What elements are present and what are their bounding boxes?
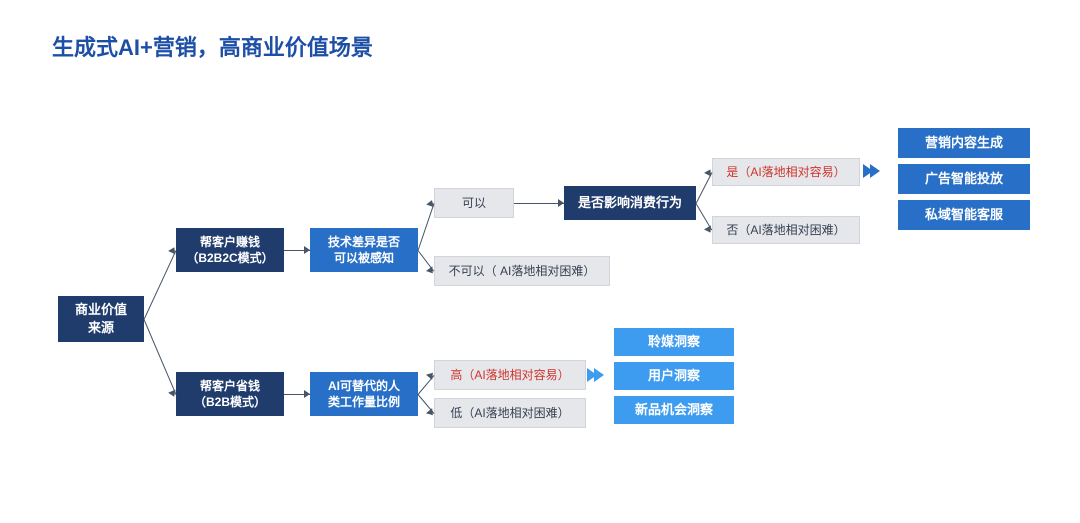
node-yes: 是（AI落地相对容易） [712, 158, 860, 186]
node-out1: 营销内容生成 [898, 128, 1030, 158]
double-chevron-icon [590, 368, 604, 382]
arrowhead [304, 390, 310, 398]
node-out3: 私域智能客服 [898, 200, 1030, 230]
node-aiwork: AI可替代的人 类工作量比例 [310, 372, 418, 416]
node-cannot: 不可以（ AI落地相对困难） [434, 256, 610, 286]
node-b2b: 帮客户省钱 （B2B模式） [176, 372, 284, 416]
node-b2b2c: 帮客户赚钱 （B2B2C模式） [176, 228, 284, 272]
node-high: 高（AI落地相对容易） [434, 360, 586, 390]
node-affect: 是否影响消费行为 [564, 186, 696, 220]
node-out2: 广告智能投放 [898, 164, 1030, 194]
node-tech: 技术差异是否 可以被感知 [310, 228, 418, 272]
edge-can-affect [514, 203, 564, 204]
node-can: 可以 [434, 188, 514, 218]
edge-tech-can [418, 203, 435, 250]
flowchart-container: { "title": { "text": "生成式AI+营销，高商业价值场景",… [0, 0, 1080, 523]
node-out6: 新品机会洞察 [614, 396, 734, 424]
page-title: 生成式AI+营销，高商业价值场景 [52, 30, 373, 62]
double-chevron-icon [866, 164, 880, 178]
arrowhead [304, 246, 310, 254]
edge-affect-yes [696, 172, 713, 203]
node-no: 否（AI落地相对困难） [712, 216, 860, 244]
edge-root-b2b2c [144, 250, 177, 319]
node-out5: 用户洞察 [614, 362, 734, 390]
node-low: 低（AI落地相对困难） [434, 398, 586, 428]
edge-root-b2b [144, 319, 177, 394]
node-out4: 聆媒洞察 [614, 328, 734, 356]
node-root: 商业价值 来源 [58, 296, 144, 342]
arrowhead [558, 199, 564, 207]
